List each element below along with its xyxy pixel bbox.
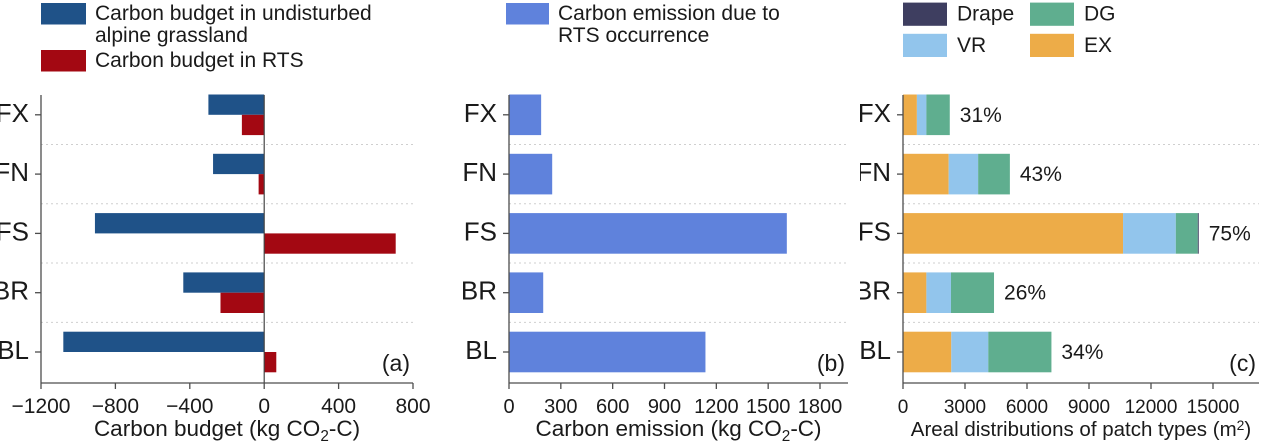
svg-text:12000: 12000 — [1125, 397, 1178, 418]
svg-text:600: 600 — [596, 396, 629, 418]
svg-text:Areal distributions of patch t: Areal distributions of patch types (m2) — [911, 417, 1251, 441]
svg-text:alpine grassland: alpine grassland — [95, 24, 248, 47]
svg-text:34%: 34% — [1061, 341, 1103, 364]
svg-text:400: 400 — [321, 395, 356, 418]
svg-text:1500: 1500 — [746, 396, 791, 418]
svg-text:(b): (b) — [817, 350, 845, 376]
svg-text:9000: 9000 — [1068, 397, 1110, 418]
svg-text:FX: FX — [0, 98, 29, 128]
svg-text:0: 0 — [898, 397, 909, 418]
svg-text:FX: FX — [464, 98, 497, 128]
svg-text:Carbon emission (kg CO2-C): Carbon emission (kg CO2-C) — [535, 416, 821, 442]
svg-text:BR: BR — [461, 276, 497, 306]
svg-text:DG: DG — [1084, 3, 1116, 26]
svg-text:EX: EX — [1084, 34, 1112, 57]
svg-text:900: 900 — [648, 396, 681, 418]
svg-text:(c): (c) — [1229, 350, 1256, 376]
svg-text:BL: BL — [465, 335, 497, 365]
svg-text:(a): (a) — [382, 350, 410, 376]
svg-text:FX: FX — [860, 98, 891, 128]
svg-text:−1200: −1200 — [12, 395, 71, 418]
svg-text:Drape: Drape — [957, 3, 1014, 26]
svg-text:31%: 31% — [960, 104, 1002, 127]
svg-text:FN: FN — [860, 157, 891, 187]
svg-text:VR: VR — [957, 34, 986, 57]
svg-text:6000: 6000 — [1006, 397, 1048, 418]
svg-text:26%: 26% — [1004, 282, 1046, 305]
svg-text:FN: FN — [462, 157, 497, 187]
svg-text:75%: 75% — [1209, 222, 1251, 245]
svg-text:FS: FS — [0, 216, 29, 246]
svg-text:Carbon budget in RTS: Carbon budget in RTS — [95, 49, 304, 72]
svg-text:Carbon budget in undisturbed: Carbon budget in undisturbed — [95, 2, 372, 25]
svg-text:0: 0 — [503, 396, 514, 418]
svg-text:3000: 3000 — [944, 397, 986, 418]
svg-text:BR: BR — [860, 276, 891, 306]
svg-text:1800: 1800 — [798, 396, 843, 418]
svg-text:800: 800 — [395, 395, 430, 418]
svg-text:BR: BR — [0, 276, 29, 306]
svg-text:RTS occurrence: RTS occurrence — [558, 24, 709, 47]
svg-text:−400: −400 — [166, 395, 213, 418]
svg-text:0: 0 — [258, 395, 270, 418]
svg-text:BL: BL — [860, 335, 891, 365]
svg-text:300: 300 — [544, 396, 577, 418]
svg-text:BL: BL — [0, 335, 29, 365]
svg-text:FS: FS — [464, 216, 497, 246]
svg-text:FS: FS — [860, 216, 891, 246]
svg-text:43%: 43% — [1020, 163, 1062, 186]
svg-text:−800: −800 — [92, 395, 139, 418]
svg-text:15000: 15000 — [1187, 397, 1240, 418]
svg-text:Carbon budget (kg CO2-C): Carbon budget (kg CO2-C) — [94, 416, 360, 442]
svg-text:1200: 1200 — [694, 396, 739, 418]
svg-text:FN: FN — [0, 157, 29, 187]
svg-text:Carbon emission due to: Carbon emission due to — [558, 2, 780, 25]
